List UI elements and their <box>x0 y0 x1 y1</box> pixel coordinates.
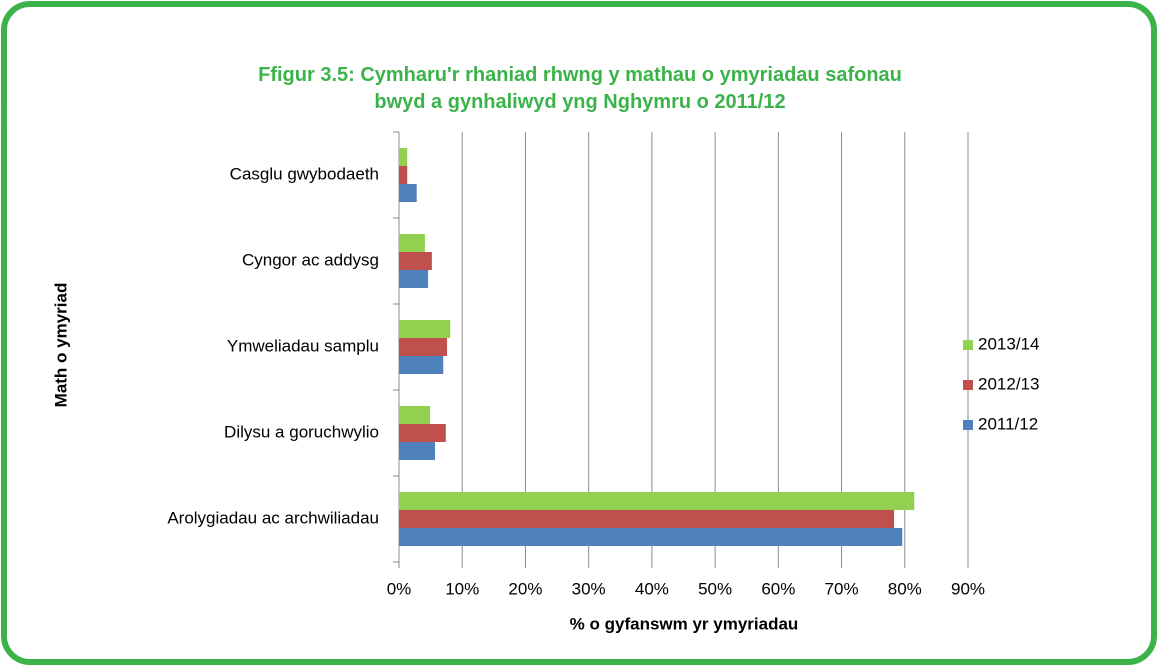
bar <box>399 356 444 374</box>
y-axis-title: Math o ymyriad <box>51 283 70 408</box>
bar <box>399 320 451 338</box>
legend-swatch <box>963 420 973 430</box>
legend-label: 2011/12 <box>978 414 1038 433</box>
x-tick-label: 20% <box>508 579 542 598</box>
bar <box>399 528 903 546</box>
bar <box>399 424 446 442</box>
bar <box>399 184 417 202</box>
bar <box>399 510 895 528</box>
bar <box>399 442 436 460</box>
legend-label: 2013/14 <box>978 334 1039 353</box>
y-tick-label: Ymweliadau samplu <box>227 336 379 355</box>
bar <box>399 492 915 510</box>
y-tick-label: Cyngor ac addysg <box>242 250 379 269</box>
legend-swatch <box>963 340 973 350</box>
y-tick-label: Casglu gwybodaeth <box>230 164 379 183</box>
bar <box>399 270 429 288</box>
legend-swatch <box>963 380 973 390</box>
x-tick-label: 60% <box>761 579 795 598</box>
x-tick-label: 90% <box>951 579 985 598</box>
x-tick-label: 10% <box>445 579 479 598</box>
x-tick-label: 80% <box>888 579 922 598</box>
x-tick-label: 50% <box>698 579 732 598</box>
x-tick-label: 40% <box>635 579 669 598</box>
y-tick-label: Dilysu a goruchwylio <box>224 422 379 441</box>
bar <box>399 234 425 252</box>
x-axis-title: % o gyfanswm yr ymyriadau <box>570 614 799 633</box>
y-tick-label: Arolygiadau ac archwiliadau <box>167 508 379 527</box>
legend-label: 2012/13 <box>978 374 1039 393</box>
bar <box>399 252 432 270</box>
x-tick-label: 0% <box>387 579 412 598</box>
bar <box>399 166 408 184</box>
chart-title: Ffigur 3.5: Cymharu'r rhaniad rhwng y ma… <box>258 64 902 113</box>
bar <box>399 148 408 166</box>
x-tick-label: 70% <box>825 579 859 598</box>
x-tick-label: 30% <box>572 579 606 598</box>
bar <box>399 338 448 356</box>
bar <box>399 406 430 424</box>
